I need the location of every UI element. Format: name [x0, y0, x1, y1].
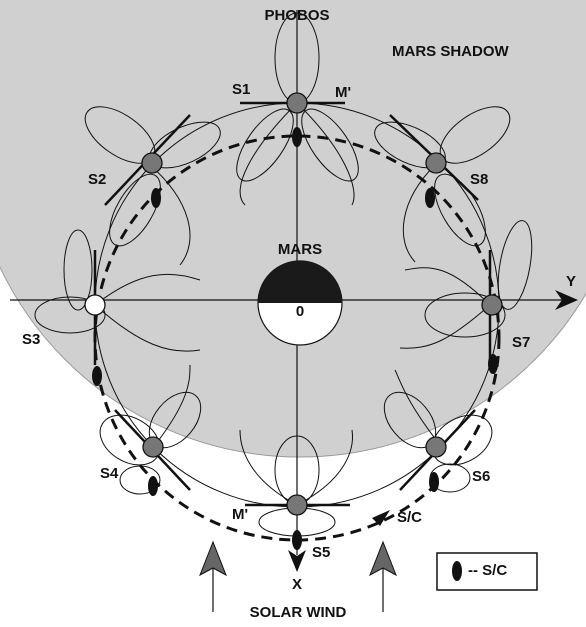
station-label: S7	[512, 334, 530, 351]
phobos-positions	[84, 92, 503, 516]
m-prime-label: M'	[232, 506, 248, 523]
solar-wind-label: SOLAR WIND	[250, 604, 347, 621]
mars-dayside	[258, 261, 342, 303]
station-label: S4	[100, 465, 119, 482]
mars-label: MARS	[278, 241, 322, 258]
mars-shadow	[0, 0, 586, 458]
y-axis-label: Y	[566, 273, 576, 290]
station-label: S6	[472, 468, 490, 485]
solar-wind-arrows	[199, 540, 397, 612]
x-axis-label: X	[292, 576, 302, 593]
legend-icon	[452, 561, 462, 581]
shadow-label: MARS SHADOW	[392, 43, 510, 60]
station-label: S2	[88, 171, 106, 188]
station-label: S3	[22, 331, 40, 348]
field-lines	[34, 12, 533, 537]
phobos-label: PHOBOS	[264, 7, 329, 24]
sc-label: S/C	[397, 509, 422, 526]
y-axis-arrow	[555, 290, 578, 310]
station-label: S8	[470, 171, 488, 188]
legend-label: -- S/C	[468, 562, 507, 579]
spacecraft	[92, 127, 498, 550]
station-label: S1	[232, 81, 250, 98]
sc-orbit-arrow	[372, 510, 390, 526]
x-axis-arrow	[288, 550, 306, 572]
station-label: S5	[312, 544, 330, 561]
origin-label: 0	[296, 303, 304, 320]
m-prime-label: M'	[335, 84, 351, 101]
